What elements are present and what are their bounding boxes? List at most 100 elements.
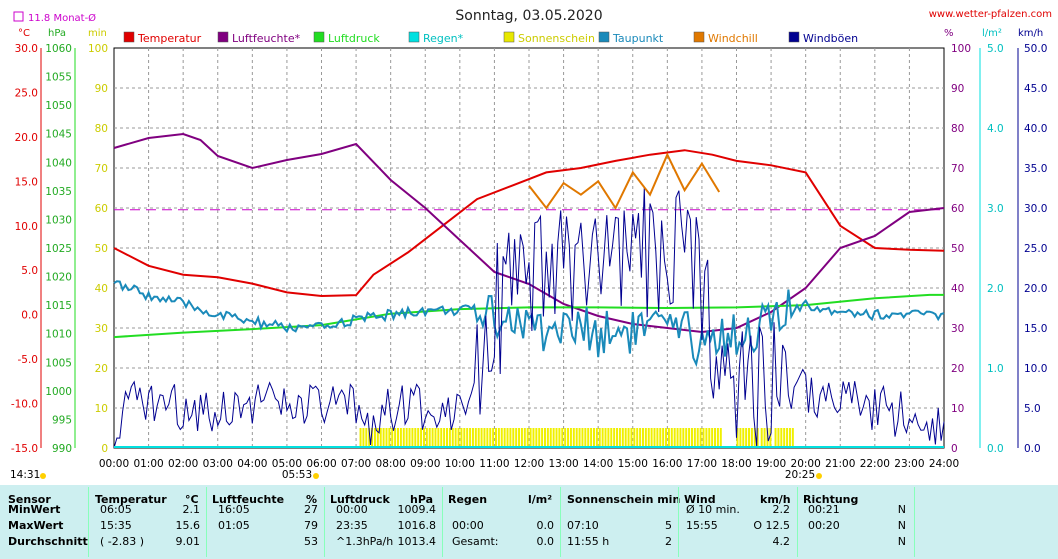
sunshine-bar — [546, 428, 549, 448]
wind-axis-tick: 15.0 — [1024, 323, 1047, 335]
sunshine-axis-tick: 60 — [95, 203, 108, 215]
sunshine-bar — [494, 428, 497, 448]
sunshine-bar — [411, 428, 414, 448]
sunshine-bar — [503, 428, 506, 448]
sunshine-bar — [388, 428, 391, 448]
unit-celsius: °C — [18, 28, 30, 39]
table-cell-p_val: 1016.8 — [397, 519, 437, 532]
current-time-icon — [40, 473, 46, 479]
sunshine-bar — [627, 428, 630, 448]
monthly-average: 11.8 Monat-Ø — [28, 12, 96, 24]
sunshine-bar — [774, 428, 777, 448]
weather-chart: Sonntag, 03.05.2020 www.wetter-pfalzen.co… — [10, 8, 1052, 481]
sunshine-bar — [699, 428, 702, 448]
pressure-axis-tick: 995 — [52, 414, 72, 426]
sunshine-bar — [670, 428, 673, 448]
sunshine-bar — [636, 428, 639, 448]
table-cell-s_val: 2 — [665, 535, 672, 548]
table-cell-r_time: 00:00 — [452, 519, 484, 532]
sunshine-bar — [399, 428, 402, 448]
table-cell-label: MaxWert — [8, 519, 64, 532]
sunshine-bar — [780, 428, 783, 448]
table-cell-w_val: 4.2 — [772, 535, 791, 548]
table-cell-h_time: 16:05 — [218, 503, 250, 516]
sunshine-bar — [711, 428, 714, 448]
sunshine-bar — [402, 428, 405, 448]
sunshine-bar — [471, 428, 474, 448]
sunshine-bar — [385, 428, 388, 448]
sunshine-bar — [518, 428, 521, 448]
table-cell-p_time: ^1.3hPa/h — [336, 535, 394, 548]
sunshine-bar — [509, 428, 512, 448]
rain-axis-tick: 5.0 — [987, 43, 1004, 55]
sunshine-bar — [604, 428, 607, 448]
sunshine-bar — [763, 428, 766, 448]
x-axis-tick: 03:00 — [203, 458, 233, 470]
humidity-axis-tick: 40 — [951, 283, 964, 295]
sunshine-bar — [520, 428, 523, 448]
pressure-axis-tick: 1045 — [45, 129, 72, 141]
table-cell-h_val: 27 — [304, 503, 318, 516]
table-cell-s_time: 11:55 h — [567, 535, 610, 548]
current-time: 14:31 — [10, 469, 40, 481]
sunset-time: 20:25 — [785, 469, 815, 481]
humidity-axis-tick: 50 — [951, 243, 964, 255]
series-line-luftdruck — [113, 293, 944, 339]
pressure-axis-tick: 1025 — [45, 243, 72, 255]
sunshine-bar — [394, 428, 397, 448]
sunshine-bar — [486, 428, 489, 448]
sunshine-bar — [595, 428, 598, 448]
sunshine-bar — [641, 428, 644, 448]
sunshine-bar — [756, 428, 759, 448]
humidity-axis-tick: 80 — [951, 123, 964, 135]
sunshine-bar — [379, 428, 382, 448]
wind-axis-tick: 45.0 — [1024, 83, 1047, 95]
humidity-axis-tick: 20 — [951, 363, 964, 375]
legend-swatch — [693, 31, 705, 43]
temp-axis-tick: 10.0 — [15, 221, 38, 233]
humidity-axis-tick: 0 — [951, 443, 958, 455]
x-axis-tick: 05:00 — [272, 458, 302, 470]
header-rain-unit: l/m² — [528, 493, 553, 506]
sunshine-bar — [783, 428, 786, 448]
sunshine-bar — [613, 428, 616, 448]
table-cell-t_time: 15:35 — [100, 519, 132, 532]
table-cell-d_val: N — [897, 535, 906, 548]
x-axis-tick: 08:00 — [376, 458, 406, 470]
table-cell-label: Durchschnitt — [8, 535, 88, 548]
sunshine-bar — [607, 428, 610, 448]
pressure-axis-tick: 990 — [52, 443, 72, 455]
sunshine-bar — [719, 428, 722, 448]
sunshine-bar — [598, 428, 601, 448]
pressure-axis-tick: 1055 — [45, 72, 72, 84]
wind-axis-tick: 20.0 — [1024, 283, 1047, 295]
sunshine-bar — [523, 428, 526, 448]
site-url: www.wetter-pfalzen.com — [929, 9, 1052, 20]
rain-axis-tick: 3.0 — [987, 203, 1004, 215]
sunshine-bar — [425, 428, 428, 448]
legend-swatch — [598, 31, 610, 43]
sunshine-bar — [584, 428, 587, 448]
legend-label: Luftdruck — [328, 32, 380, 45]
table-cell-p_time: 23:35 — [336, 519, 368, 532]
sunshine-bar — [434, 428, 437, 448]
sunshine-bar — [497, 428, 500, 448]
sunshine-axis-tick: 0 — [101, 443, 108, 455]
sunshine-bar — [685, 428, 688, 448]
table-cell-t_time: 06:05 — [100, 503, 132, 516]
header-sunshine: Sonnenschein min — [567, 493, 681, 506]
pressure-axis-tick: 1010 — [45, 329, 72, 341]
sunshine-axis-tick: 30 — [95, 323, 108, 335]
sunshine-bar — [541, 428, 544, 448]
sunshine-bar — [448, 428, 451, 448]
sunshine-bar — [506, 428, 509, 448]
x-axis-tick: 04:00 — [237, 458, 267, 470]
humidity-axis-tick: 100 — [951, 43, 971, 55]
sunshine-bar — [512, 428, 515, 448]
sunshine-bar — [373, 428, 376, 448]
x-axis-tick: 14:00 — [583, 458, 613, 470]
sunshine-bar — [639, 428, 642, 448]
sunshine-axis-tick: 70 — [95, 163, 108, 175]
sunshine-bar — [489, 428, 492, 448]
legend-label: Windchill — [708, 32, 758, 45]
